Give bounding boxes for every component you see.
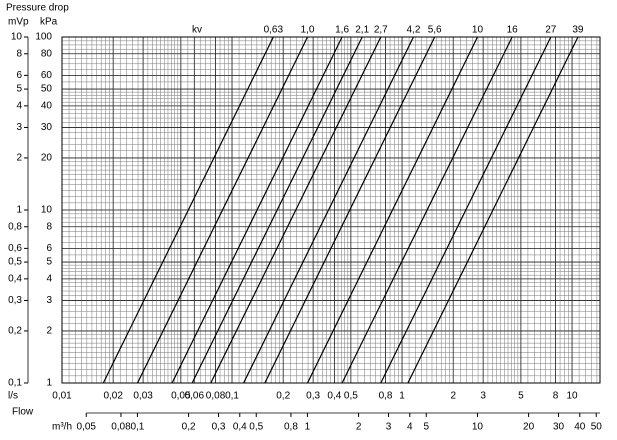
y2-tick-label: 0,2 bbox=[8, 326, 22, 337]
x2-tick-label: 2 bbox=[356, 422, 362, 433]
x-axis-title: l/s bbox=[8, 391, 18, 402]
x2-tick-label: 0,5 bbox=[249, 422, 263, 433]
x2-tick-label: 10 bbox=[472, 422, 484, 433]
y2-tick-label: 0,3 bbox=[8, 295, 22, 306]
x-tick-label: 0,01 bbox=[52, 391, 72, 402]
series-label: 1,0 bbox=[301, 25, 315, 36]
x2-tick-label: 3 bbox=[386, 422, 392, 433]
x-tick-label: 1 bbox=[399, 391, 405, 402]
kv-line bbox=[136, 36, 309, 384]
y-tick-label: 4 bbox=[46, 273, 52, 284]
y-tick-label: 100 bbox=[35, 32, 52, 43]
y-tick-label: 80 bbox=[41, 48, 53, 59]
x2-tick-label: 0,2 bbox=[182, 422, 196, 433]
y2-tick-label: 2 bbox=[16, 153, 22, 164]
x-tick-label: 0,3 bbox=[306, 391, 320, 402]
x2-tick-label: 0,8 bbox=[284, 422, 298, 433]
y2-tick-label: 4 bbox=[16, 100, 22, 111]
kv-line bbox=[102, 36, 274, 384]
x-tick-label: 2 bbox=[450, 391, 456, 402]
x-tick-label: 0,08 bbox=[206, 391, 226, 402]
chart-title: Pressure drop bbox=[6, 3, 69, 14]
x2-tick-label: 0,08 bbox=[111, 422, 131, 433]
x-tick-label: 0,2 bbox=[276, 391, 290, 402]
kv-line bbox=[171, 36, 343, 384]
series-label: 4,2 bbox=[406, 25, 420, 36]
y-tick-label: 20 bbox=[41, 153, 53, 164]
x2-tick-label: 30 bbox=[553, 422, 565, 433]
x-tick-label: 0,05 bbox=[171, 391, 191, 402]
y2-tick-label: 0,4 bbox=[8, 273, 22, 284]
kv-line bbox=[380, 36, 552, 384]
y-tick-label: 30 bbox=[41, 122, 53, 133]
kv-line bbox=[341, 36, 513, 384]
y-axis-title: kPa bbox=[40, 17, 58, 28]
series-label: 5,6 bbox=[428, 25, 442, 36]
y-tick-label: 60 bbox=[41, 70, 53, 81]
series-label: 0,63 bbox=[264, 25, 284, 36]
x2-tick-label: 20 bbox=[523, 422, 535, 433]
x-title: Flow bbox=[12, 407, 34, 418]
series-title: kv bbox=[192, 25, 202, 36]
y2-tick-label: 10 bbox=[11, 32, 23, 43]
kv-line bbox=[306, 36, 479, 384]
x2-tick-label: 0,1 bbox=[130, 422, 144, 433]
x2-axis-title: m³/h bbox=[52, 422, 72, 433]
x-tick-label: 10 bbox=[566, 391, 578, 402]
x-tick-label: 3 bbox=[480, 391, 486, 402]
kv-line bbox=[191, 36, 363, 384]
y-tick-label: 8 bbox=[46, 221, 52, 232]
x2-tick-label: 0,3 bbox=[212, 422, 226, 433]
kv-line bbox=[264, 36, 436, 384]
y-tick-label: 2 bbox=[46, 326, 52, 337]
y2-tick-label: 0,5 bbox=[8, 257, 22, 268]
series-label: 27 bbox=[545, 25, 557, 36]
x-tick-label: 0,1 bbox=[225, 391, 239, 402]
series-label: 39 bbox=[572, 25, 584, 36]
plot-frame bbox=[61, 36, 601, 384]
y-tick-label: 6 bbox=[46, 243, 52, 254]
series-label: 2,7 bbox=[374, 25, 388, 36]
x-tick-label: 5 bbox=[518, 391, 524, 402]
x-tick-label: 8 bbox=[553, 391, 559, 402]
y2-tick-label: 0,8 bbox=[8, 221, 22, 232]
y2-tick-label: 3 bbox=[16, 122, 22, 133]
kv-line bbox=[407, 36, 579, 384]
x-tick-label: 0,03 bbox=[133, 391, 153, 402]
x-tick-label: 0,5 bbox=[344, 391, 358, 402]
x2-tick-label: 0,05 bbox=[77, 422, 97, 433]
x-tick-label: 0,06 bbox=[185, 391, 205, 402]
y-tick-label: 40 bbox=[41, 100, 53, 111]
y2-tick-label: 0,1 bbox=[8, 378, 22, 389]
series-label: 2,1 bbox=[355, 25, 369, 36]
x2-tick-label: 5 bbox=[423, 422, 429, 433]
y2-tick-label: 1 bbox=[16, 205, 22, 216]
x2-tick-label: 50 bbox=[591, 422, 603, 433]
x2-tick-label: 40 bbox=[574, 422, 586, 433]
y2-axis-title: mVp bbox=[8, 17, 29, 28]
y2-tick-label: 6 bbox=[16, 70, 22, 81]
kv-line bbox=[243, 36, 414, 384]
x-tick-label: 0,4 bbox=[327, 391, 341, 402]
y2-tick-label: 8 bbox=[16, 48, 22, 59]
x-tick-label: 0,8 bbox=[379, 391, 393, 402]
kv-line bbox=[210, 36, 382, 384]
y2-tick-label: 0,6 bbox=[8, 243, 22, 254]
x-tick-label: 0,02 bbox=[103, 391, 123, 402]
y-tick-label: 10 bbox=[41, 205, 53, 216]
series-label: 16 bbox=[507, 25, 519, 36]
y2-tick-label: 5 bbox=[16, 84, 22, 95]
y-tick-label: 5 bbox=[46, 257, 52, 268]
series-label: 1,6 bbox=[335, 25, 349, 36]
y-tick-label: 3 bbox=[46, 295, 52, 306]
y-tick-label: 50 bbox=[41, 84, 53, 95]
x2-tick-label: 1 bbox=[305, 422, 311, 433]
series-label: 10 bbox=[472, 25, 484, 36]
y-tick-label: 1 bbox=[46, 378, 52, 389]
x2-tick-label: 0,4 bbox=[233, 422, 247, 433]
x2-tick-label: 4 bbox=[407, 422, 413, 433]
